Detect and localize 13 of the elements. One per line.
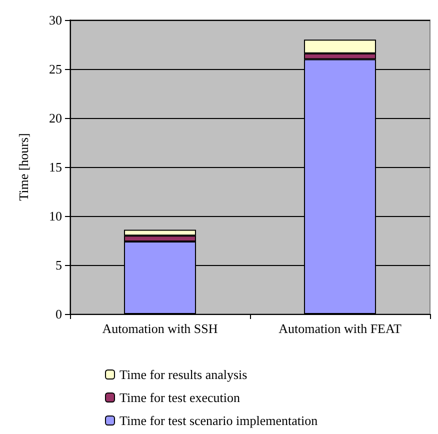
legend-label: Time for results analysis <box>120 367 248 382</box>
x-tick-label: Automation with FEAT <box>278 321 402 336</box>
y-tick-label: 5 <box>56 258 62 272</box>
y-tick-label: 20 <box>49 110 62 126</box>
y-tick-label: 0 <box>56 306 62 322</box>
legend-label: Time for test execution <box>120 390 240 405</box>
y-tick-label: 30 <box>49 12 62 28</box>
y-tick-label: 10 <box>49 208 62 224</box>
x-tick-label: Automation with SSH <box>102 321 218 336</box>
y-tick-label: 15 <box>49 160 62 174</box>
y-axis-title: Time [hours] <box>16 133 31 201</box>
y-tick-label: 25 <box>49 62 62 76</box>
legend-label: Time for test scenario implementation <box>120 413 318 428</box>
